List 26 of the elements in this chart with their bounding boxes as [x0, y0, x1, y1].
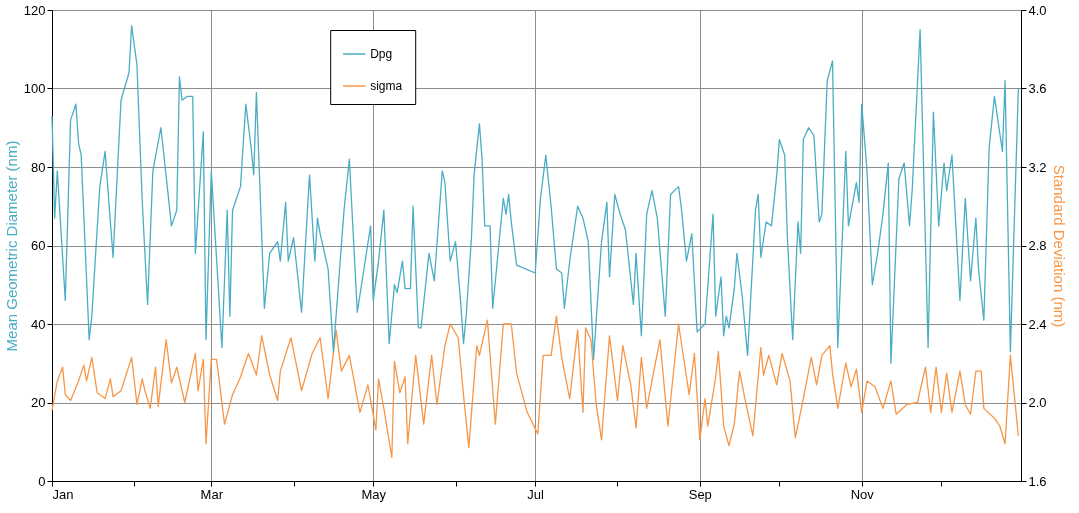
x-tick-label: Jul	[527, 486, 545, 502]
line-series	[51, 315, 1019, 459]
y2-tick-label: 3.6	[1028, 81, 1047, 96]
y2-tick-label: 4.0	[1028, 2, 1047, 18]
line-series	[51, 25, 1019, 364]
y-tick-label: 60	[31, 238, 46, 253]
y-tick-label: 80	[31, 159, 46, 175]
y2-tick-label: 2.8	[1028, 238, 1047, 253]
x-tick-label: Jan	[52, 486, 74, 502]
legend-label: Dpg	[370, 47, 393, 61]
legend-label: sigma	[370, 79, 403, 93]
y2-tick-label: 1.6	[1028, 473, 1047, 489]
y2-axis-title: Standard Deviation (nm)	[1050, 164, 1068, 328]
x-tick-label: Sep	[688, 486, 712, 502]
x-tick-label: Nov	[850, 486, 875, 502]
y-tick-label: 100	[23, 81, 46, 96]
y-tick-label: 0	[38, 473, 46, 489]
y-tick-label: 40	[31, 316, 46, 332]
x-tick-label: May	[361, 486, 387, 502]
y-tick-label: 20	[31, 395, 46, 410]
x-tick-label: Mar	[200, 486, 224, 502]
y-tick-label: 120	[23, 2, 46, 18]
y2-tick-label: 2.0	[1028, 395, 1047, 410]
y2-tick-label: 2.4	[1028, 316, 1047, 332]
y2-tick-label: 3.2	[1028, 159, 1047, 175]
y-axis-title: Mean Geometric Diameter (nm)	[2, 140, 20, 352]
